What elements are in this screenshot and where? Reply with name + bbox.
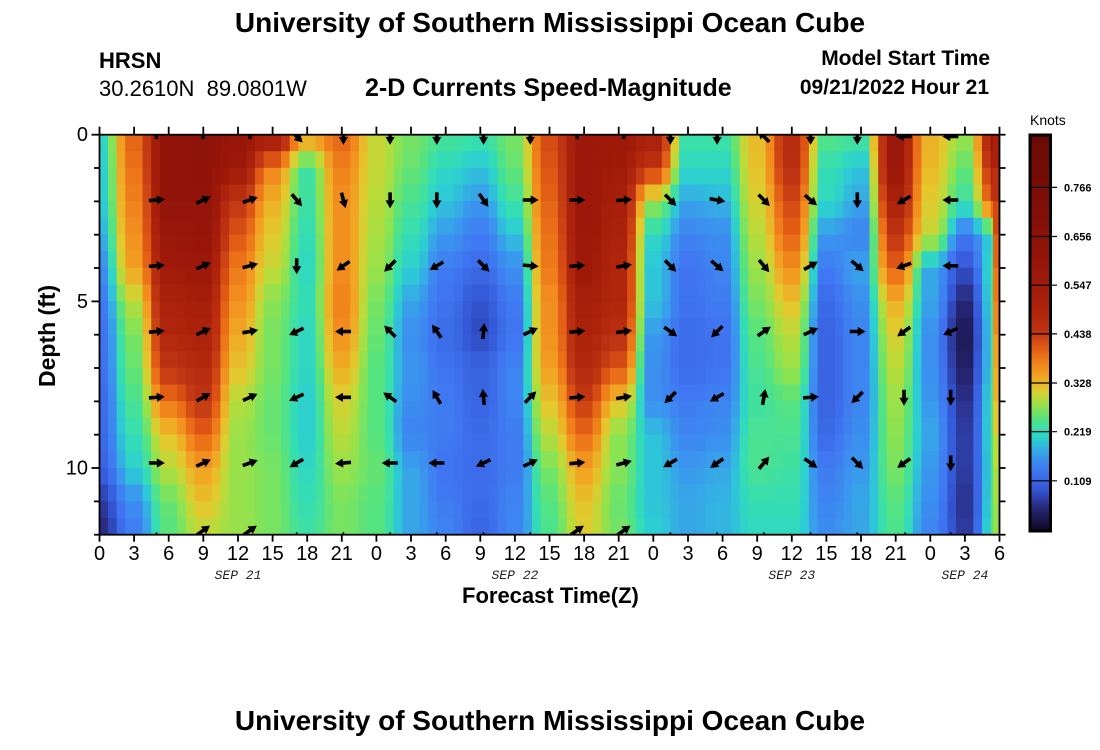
svg-text:6: 6: [717, 543, 728, 565]
svg-text:18: 18: [850, 543, 872, 565]
svg-text:0: 0: [371, 543, 382, 565]
svg-text:0: 0: [94, 543, 105, 565]
svg-text:3: 3: [682, 543, 693, 565]
svg-text:6: 6: [163, 543, 174, 565]
svg-text:3: 3: [129, 543, 140, 565]
svg-text:9: 9: [475, 543, 486, 565]
svg-text:0.766: 0.766: [1064, 182, 1092, 194]
svg-text:SEP 22: SEP 22: [491, 568, 538, 583]
svg-text:Knots: Knots: [1030, 112, 1066, 128]
svg-text:12: 12: [781, 543, 803, 565]
svg-text:0.656: 0.656: [1064, 232, 1092, 244]
svg-text:0.438: 0.438: [1064, 329, 1092, 341]
svg-text:0.219: 0.219: [1064, 427, 1092, 439]
svg-text:18: 18: [573, 543, 595, 565]
svg-text:SEP 23: SEP 23: [768, 568, 815, 583]
svg-text:0: 0: [925, 543, 936, 565]
svg-text:10: 10: [66, 458, 88, 480]
svg-text:9: 9: [198, 543, 209, 565]
svg-text:0: 0: [77, 124, 88, 146]
svg-text:SEP 24: SEP 24: [941, 568, 988, 583]
svg-text:15: 15: [815, 543, 837, 565]
svg-text:0.547: 0.547: [1064, 280, 1092, 292]
svg-text:15: 15: [261, 543, 283, 565]
svg-text:0.328: 0.328: [1064, 378, 1092, 390]
svg-text:SEP 21: SEP 21: [215, 568, 262, 583]
svg-text:9: 9: [752, 543, 763, 565]
svg-text:3: 3: [959, 543, 970, 565]
svg-text:6: 6: [994, 543, 1005, 565]
svg-text:15: 15: [538, 543, 560, 565]
svg-text:0.109: 0.109: [1064, 476, 1092, 488]
svg-text:21: 21: [608, 543, 630, 565]
svg-text:3: 3: [405, 543, 416, 565]
svg-text:6: 6: [440, 543, 451, 565]
svg-text:12: 12: [227, 543, 249, 565]
svg-text:5: 5: [77, 291, 88, 313]
svg-text:18: 18: [296, 543, 318, 565]
svg-text:0: 0: [648, 543, 659, 565]
svg-text:21: 21: [885, 543, 907, 565]
svg-text:12: 12: [504, 543, 526, 565]
svg-text:21: 21: [331, 543, 353, 565]
